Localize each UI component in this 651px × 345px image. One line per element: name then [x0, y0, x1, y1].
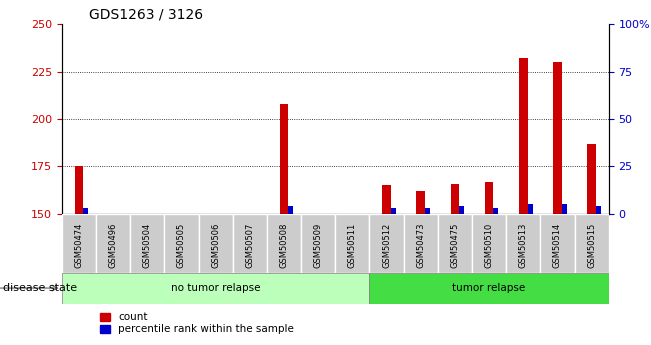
FancyBboxPatch shape [370, 214, 404, 273]
Text: GSM50505: GSM50505 [177, 223, 186, 268]
Bar [527, 204, 533, 214]
Text: GSM50510: GSM50510 [484, 223, 493, 268]
Text: GSM50512: GSM50512 [382, 223, 391, 268]
FancyBboxPatch shape [335, 214, 370, 273]
Bar [417, 191, 425, 214]
FancyBboxPatch shape [164, 214, 199, 273]
Text: tumor relapse: tumor relapse [452, 283, 526, 293]
Text: GSM50508: GSM50508 [279, 223, 288, 268]
FancyBboxPatch shape [404, 214, 437, 273]
Bar [382, 186, 391, 214]
Text: GSM50509: GSM50509 [314, 223, 323, 268]
FancyBboxPatch shape [267, 214, 301, 273]
Text: disease state: disease state [3, 283, 77, 293]
Bar [519, 58, 527, 214]
FancyBboxPatch shape [472, 214, 506, 273]
Bar [587, 144, 596, 214]
Bar [391, 208, 396, 214]
FancyBboxPatch shape [437, 214, 472, 273]
Bar [493, 208, 499, 214]
Text: GSM50507: GSM50507 [245, 223, 255, 268]
Bar [288, 206, 294, 214]
FancyBboxPatch shape [506, 214, 540, 273]
Text: GSM50513: GSM50513 [519, 223, 528, 268]
Legend: count, percentile rank within the sample: count, percentile rank within the sample [100, 312, 294, 334]
Text: GSM50506: GSM50506 [211, 223, 220, 268]
Text: GSM50511: GSM50511 [348, 223, 357, 268]
Bar [553, 62, 562, 214]
FancyBboxPatch shape [96, 214, 130, 273]
Bar [485, 181, 493, 214]
FancyBboxPatch shape [370, 273, 609, 304]
FancyBboxPatch shape [130, 214, 164, 273]
FancyBboxPatch shape [62, 214, 96, 273]
Text: GSM50515: GSM50515 [587, 223, 596, 268]
Bar [75, 167, 83, 214]
FancyBboxPatch shape [540, 214, 575, 273]
Text: GSM50514: GSM50514 [553, 223, 562, 268]
Text: GSM50475: GSM50475 [450, 223, 460, 268]
FancyBboxPatch shape [301, 214, 335, 273]
Text: GDS1263 / 3126: GDS1263 / 3126 [89, 8, 203, 22]
Text: GSM50474: GSM50474 [74, 223, 83, 268]
FancyBboxPatch shape [62, 273, 370, 304]
Text: GSM50504: GSM50504 [143, 223, 152, 268]
Bar [459, 206, 464, 214]
FancyBboxPatch shape [233, 214, 267, 273]
FancyBboxPatch shape [199, 214, 233, 273]
Bar [450, 184, 459, 214]
Bar [562, 204, 567, 214]
FancyBboxPatch shape [575, 214, 609, 273]
Text: no tumor relapse: no tumor relapse [171, 283, 260, 293]
Text: GSM50496: GSM50496 [109, 223, 118, 268]
Bar [596, 206, 601, 214]
Text: GSM50473: GSM50473 [416, 223, 425, 268]
Bar [280, 104, 288, 214]
Bar [83, 208, 89, 214]
Bar [425, 208, 430, 214]
